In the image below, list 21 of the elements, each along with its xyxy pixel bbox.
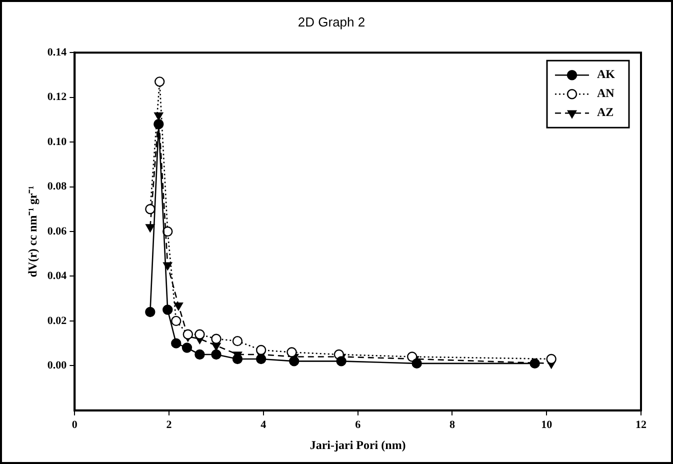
- x-axis-title: Jari-jari Pori (nm): [310, 438, 406, 452]
- y-tick-label: 0.04: [47, 270, 68, 282]
- legend-label: AK: [597, 67, 616, 82]
- y-tick-label: 0.00: [47, 360, 68, 372]
- x-tick-label: 12: [636, 418, 647, 431]
- y-tick-label: 0.06: [47, 225, 68, 238]
- legend-label: AN: [597, 86, 615, 100]
- x-tick-label: 6: [355, 418, 362, 431]
- chart-title: 2D Graph 2: [298, 14, 366, 30]
- y-tick-label: 0.14: [47, 46, 68, 58]
- y-tick-label: 0.08: [47, 180, 68, 193]
- y-tick-label: 0.10: [47, 136, 68, 148]
- y-axis-title: dV(r) cc nm⁻¹ gr⁻¹: [25, 185, 40, 278]
- x-tick-label: 0: [72, 418, 78, 431]
- y-tick-label: 0.02: [47, 314, 68, 327]
- x-tick-label: 4: [260, 418, 267, 431]
- x-tick-label: 10: [541, 418, 553, 431]
- x-tick-label: 2: [166, 418, 172, 431]
- x-tick-label: 8: [449, 418, 456, 431]
- legend-label: AZ: [597, 105, 614, 120]
- y-tick-label: 0.12: [47, 91, 68, 104]
